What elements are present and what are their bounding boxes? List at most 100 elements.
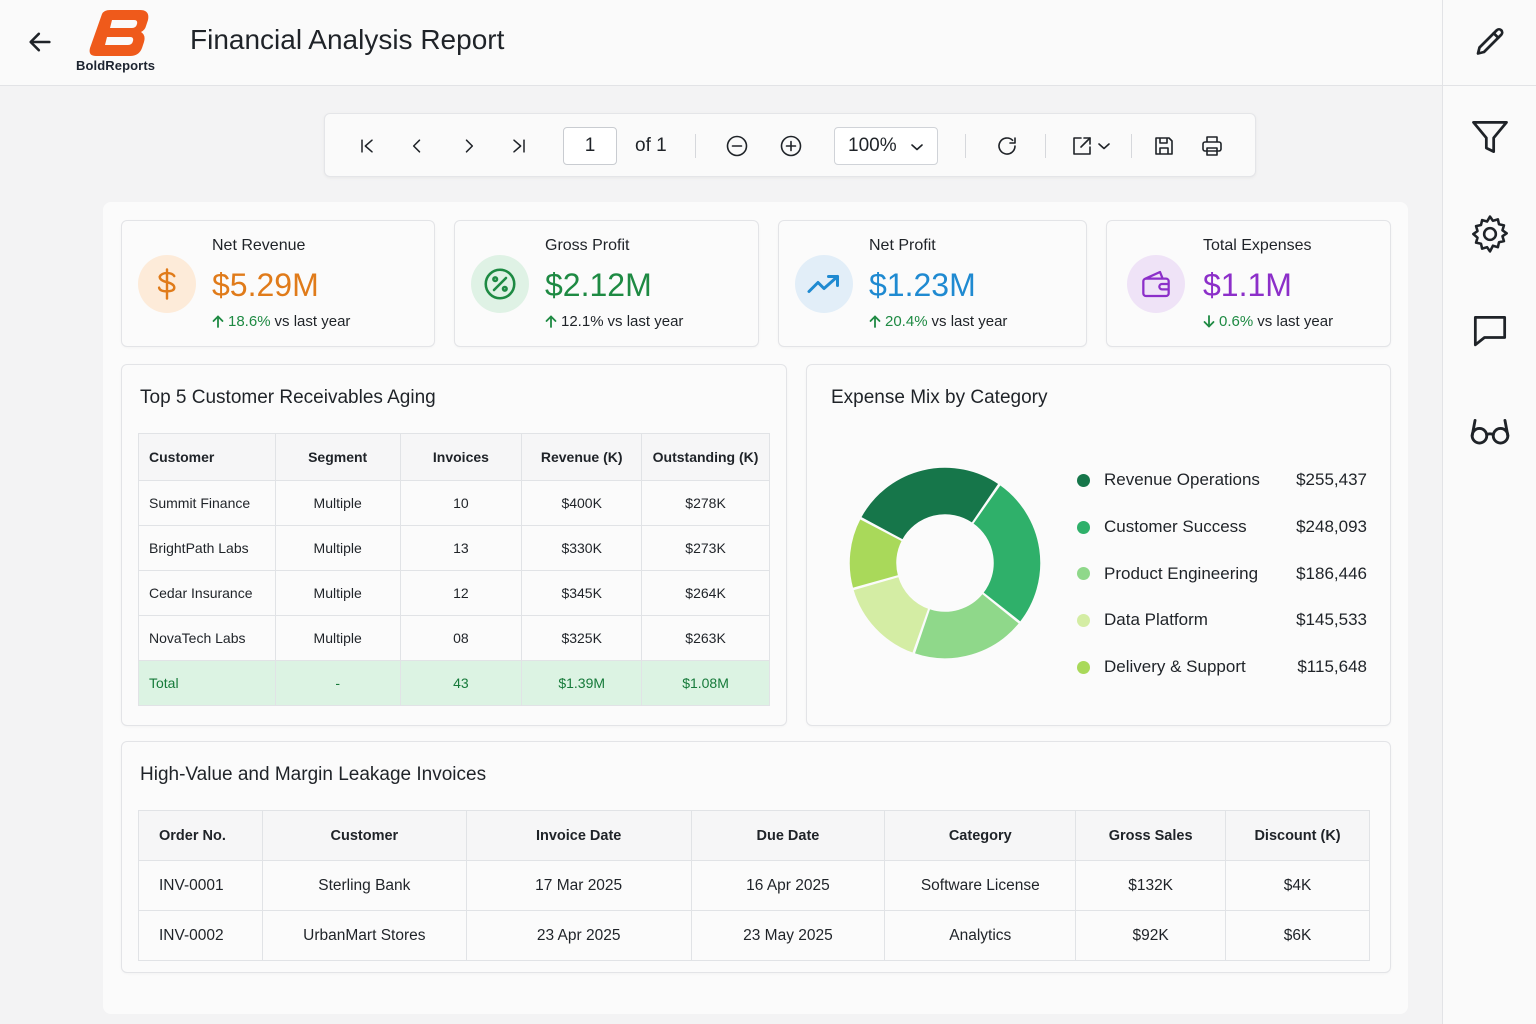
column-header[interactable]: Customer: [138, 433, 276, 481]
table-cell: $345K: [521, 570, 643, 616]
refresh-button[interactable]: [991, 130, 1023, 162]
zoom-in-button[interactable]: [775, 130, 807, 162]
zoom-value: 100%: [848, 135, 897, 156]
donut-slice[interactable]: [859, 466, 1001, 542]
column-header[interactable]: Segment: [274, 433, 401, 481]
donut-slice[interactable]: [851, 575, 930, 655]
table-cell: $400K: [521, 480, 643, 526]
table-header-row: Customer Segment Invoices Revenue (K) Ou…: [138, 433, 770, 481]
legend-value: $145,533: [1296, 610, 1367, 630]
chevron-down-icon: [1098, 143, 1110, 150]
settings-button[interactable]: [1466, 210, 1514, 258]
table-cell: 13: [399, 525, 523, 571]
print-button[interactable]: [1196, 130, 1228, 162]
column-header[interactable]: Outstanding (K): [641, 433, 770, 481]
kpi-value: $1.23M: [869, 267, 976, 303]
chevron-right-icon: [465, 139, 474, 153]
table-cell: 10: [399, 480, 523, 526]
column-header[interactable]: Invoice Date: [465, 810, 692, 861]
export-button[interactable]: [1065, 130, 1115, 162]
table-cell: $4K: [1225, 860, 1370, 911]
filter-button[interactable]: [1466, 113, 1514, 161]
zoom-out-icon: [726, 135, 748, 157]
kpi-delta-percent: 12.1%: [561, 313, 604, 330]
column-header[interactable]: Invoices: [399, 433, 523, 481]
print-icon: [1202, 136, 1222, 156]
kpi-value: $5.29M: [212, 267, 319, 303]
kpi-card-net-profit: Net Profit $1.23M 20.4% vs last year: [778, 220, 1087, 347]
last-page-button[interactable]: [503, 130, 535, 162]
kpi-card-total-expenses: Total Expenses $1.1M 0.6% vs last year: [1106, 220, 1391, 347]
table-cell: $273K: [641, 525, 770, 571]
donut-slice[interactable]: [971, 483, 1042, 624]
view-icon: [1470, 418, 1510, 445]
table-row: Cedar Insurance Multiple 12 $345K $264K: [138, 570, 770, 616]
table-row: NovaTech Labs Multiple 08 $325K $263K: [138, 615, 770, 661]
kpi-icon-circle: [1127, 255, 1185, 313]
view-button[interactable]: [1466, 406, 1514, 454]
table-cell: UrbanMart Stores: [261, 910, 467, 961]
legend-swatch: [1077, 520, 1090, 534]
kpi-delta-percent: 0.6%: [1219, 313, 1254, 330]
page-number-input[interactable]: [563, 127, 617, 165]
edit-icon: [1476, 27, 1504, 55]
chevron-left-icon: [412, 139, 421, 153]
kpi-delta-suffix: vs last year: [931, 313, 1008, 330]
table-cell: Multiple: [274, 615, 401, 661]
export-icon: [1073, 137, 1091, 155]
boldreports-logo[interactable]: BoldReports: [74, 10, 164, 76]
column-header[interactable]: Gross Sales: [1075, 810, 1227, 861]
table-cell: Multiple: [274, 525, 401, 571]
kpi-delta-suffix: vs last year: [607, 313, 684, 330]
table-cell: INV-0001: [138, 860, 263, 911]
kpi-delta-suffix: vs last year: [274, 313, 351, 330]
next-page-button[interactable]: [453, 130, 485, 162]
toolbar-divider: [1045, 134, 1046, 158]
toolbar-divider: [695, 134, 696, 158]
first-page-button[interactable]: [351, 130, 383, 162]
last-page-icon: [513, 139, 525, 153]
table-row: BrightPath Labs Multiple 13 $330K $273K: [138, 525, 770, 571]
kpi-icon-circle: [471, 255, 529, 313]
column-header[interactable]: Category: [884, 810, 1077, 861]
page-title: Financial Analysis Report: [190, 24, 505, 55]
column-header[interactable]: Discount (K): [1225, 810, 1370, 861]
chevron-down-icon: [911, 144, 923, 151]
arrow-down-icon: [1203, 315, 1215, 328]
donut-slice[interactable]: [848, 517, 904, 590]
table-cell: NovaTech Labs: [138, 615, 276, 661]
column-header[interactable]: Due Date: [690, 810, 886, 861]
toolbar-divider: [965, 134, 966, 158]
save-icon: [1155, 137, 1173, 155]
report-canvas: Net Revenue $5.29M 18.6% vs last year Gr…: [103, 202, 1408, 1014]
table-row: INV-0001 Sterling Bank 17 Mar 2025 16 Ap…: [138, 860, 1370, 911]
previous-page-button[interactable]: [401, 130, 433, 162]
arrow-up-icon: [869, 315, 881, 328]
table-cell: 16 Apr 2025: [690, 860, 886, 911]
invoices-table: Order No. Customer Invoice Date Due Date…: [138, 810, 1370, 961]
column-header[interactable]: Order No.: [138, 810, 263, 861]
comments-button[interactable]: [1466, 308, 1514, 356]
column-header[interactable]: Revenue (K): [521, 433, 643, 481]
zoom-dropdown[interactable]: 100%: [834, 127, 938, 165]
app-header: BoldReports Financial Analysis Report: [0, 0, 1442, 86]
table-cell: 12: [399, 570, 523, 616]
edit-button[interactable]: [1466, 19, 1514, 67]
kpi-delta: 12.1% vs last year: [545, 313, 683, 330]
back-button[interactable]: [22, 24, 58, 60]
total-cell: -: [274, 660, 401, 706]
zoom-in-icon: [780, 135, 802, 157]
donut-slice[interactable]: [913, 592, 1021, 660]
legend-item: Customer Success $248,093: [1077, 504, 1367, 551]
arrow-up-icon: [212, 315, 224, 328]
settings-icon: [1472, 215, 1508, 253]
zoom-out-button[interactable]: [721, 130, 753, 162]
kpi-title: Gross Profit: [545, 237, 630, 254]
legend-swatch: [1077, 660, 1090, 674]
table-cell: Analytics: [884, 910, 1077, 961]
dollar-icon: [157, 268, 176, 300]
kpi-card-gross-profit: Gross Profit $2.12M 12.1% vs last year: [454, 220, 759, 347]
column-header[interactable]: Customer: [261, 810, 467, 861]
save-button[interactable]: [1148, 130, 1180, 162]
table-cell: 23 Apr 2025: [465, 910, 692, 961]
